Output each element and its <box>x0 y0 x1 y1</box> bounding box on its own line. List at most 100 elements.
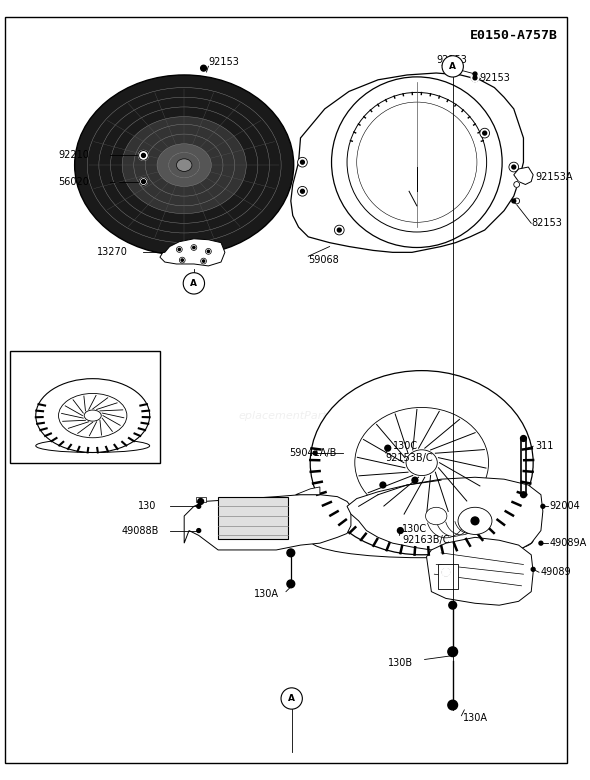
Text: E0150-A757B: E0150-A757B <box>470 30 558 42</box>
Polygon shape <box>514 167 533 185</box>
Ellipse shape <box>58 393 127 438</box>
Circle shape <box>181 259 183 261</box>
Circle shape <box>140 178 148 186</box>
Circle shape <box>442 569 450 576</box>
Ellipse shape <box>310 523 533 558</box>
Ellipse shape <box>84 410 101 421</box>
Circle shape <box>357 102 477 222</box>
Circle shape <box>201 66 206 71</box>
Circle shape <box>471 74 479 82</box>
Circle shape <box>300 160 304 164</box>
Circle shape <box>142 179 145 183</box>
Circle shape <box>347 92 487 232</box>
Ellipse shape <box>176 159 192 171</box>
Ellipse shape <box>145 134 223 196</box>
Text: 92153A: 92153A <box>535 172 573 182</box>
Circle shape <box>139 151 148 160</box>
Text: 92004: 92004 <box>550 502 581 512</box>
Circle shape <box>207 250 209 253</box>
Text: A: A <box>449 62 456 71</box>
Circle shape <box>449 601 457 609</box>
Circle shape <box>442 569 450 576</box>
Circle shape <box>297 186 307 196</box>
Text: 59068: 59068 <box>308 255 339 265</box>
Text: A: A <box>191 279 198 288</box>
Circle shape <box>512 199 516 203</box>
Circle shape <box>287 580 294 588</box>
Text: 82153: 82153 <box>531 218 562 229</box>
Circle shape <box>142 154 145 158</box>
Circle shape <box>520 491 526 498</box>
Circle shape <box>471 517 479 525</box>
Circle shape <box>197 529 201 533</box>
Text: 92153: 92153 <box>436 55 467 66</box>
Polygon shape <box>427 537 533 605</box>
Circle shape <box>514 198 520 204</box>
Text: 56020: 56020 <box>58 176 89 186</box>
Circle shape <box>335 225 344 235</box>
Ellipse shape <box>134 124 235 206</box>
Circle shape <box>480 128 490 138</box>
Circle shape <box>442 55 463 77</box>
Ellipse shape <box>176 159 192 172</box>
Circle shape <box>539 541 543 545</box>
Circle shape <box>183 273 205 294</box>
Circle shape <box>385 445 391 451</box>
Circle shape <box>448 700 458 710</box>
Circle shape <box>176 246 182 253</box>
Polygon shape <box>296 487 320 495</box>
Ellipse shape <box>36 378 150 452</box>
Bar <box>196 497 205 502</box>
Circle shape <box>473 72 477 76</box>
Circle shape <box>412 477 418 483</box>
Ellipse shape <box>75 75 294 255</box>
Circle shape <box>140 178 148 186</box>
Circle shape <box>398 527 403 534</box>
Text: 130B: 130B <box>388 658 413 668</box>
Circle shape <box>297 158 307 167</box>
Text: 49089A: 49089A <box>550 538 587 548</box>
Circle shape <box>287 549 294 557</box>
Circle shape <box>332 77 502 247</box>
Text: 130C: 130C <box>402 523 427 534</box>
Circle shape <box>313 451 317 455</box>
Circle shape <box>541 505 545 509</box>
Circle shape <box>509 162 519 172</box>
Circle shape <box>198 498 204 505</box>
Circle shape <box>197 505 201 509</box>
Ellipse shape <box>122 117 246 214</box>
Circle shape <box>531 567 535 571</box>
Polygon shape <box>347 477 543 557</box>
Text: 130A: 130A <box>463 713 489 722</box>
Ellipse shape <box>406 450 437 476</box>
Circle shape <box>193 246 195 249</box>
Circle shape <box>179 257 185 263</box>
Circle shape <box>281 688 302 709</box>
Text: 49089: 49089 <box>541 567 572 577</box>
Circle shape <box>473 76 477 80</box>
Ellipse shape <box>110 107 258 223</box>
Text: 59041A/B: 59041A/B <box>289 448 336 458</box>
Ellipse shape <box>310 370 533 555</box>
Ellipse shape <box>169 153 199 178</box>
Circle shape <box>483 131 487 135</box>
Text: 92153: 92153 <box>208 58 240 67</box>
Ellipse shape <box>36 439 150 452</box>
Circle shape <box>514 198 520 204</box>
Bar <box>10 351 160 463</box>
Circle shape <box>514 182 520 187</box>
Text: 92153: 92153 <box>480 73 511 83</box>
Polygon shape <box>291 73 523 253</box>
Ellipse shape <box>87 87 281 243</box>
Circle shape <box>512 165 516 169</box>
Text: 49088B: 49088B <box>121 526 159 536</box>
Text: 130C: 130C <box>392 441 418 451</box>
Bar <box>438 565 458 589</box>
Ellipse shape <box>425 507 447 525</box>
Bar <box>218 497 288 539</box>
Text: 92163B/C: 92163B/C <box>402 535 450 545</box>
Text: eplacementParts: eplacementParts <box>239 412 333 421</box>
Text: 311: 311 <box>535 441 553 451</box>
Circle shape <box>448 647 458 657</box>
Ellipse shape <box>99 98 270 233</box>
